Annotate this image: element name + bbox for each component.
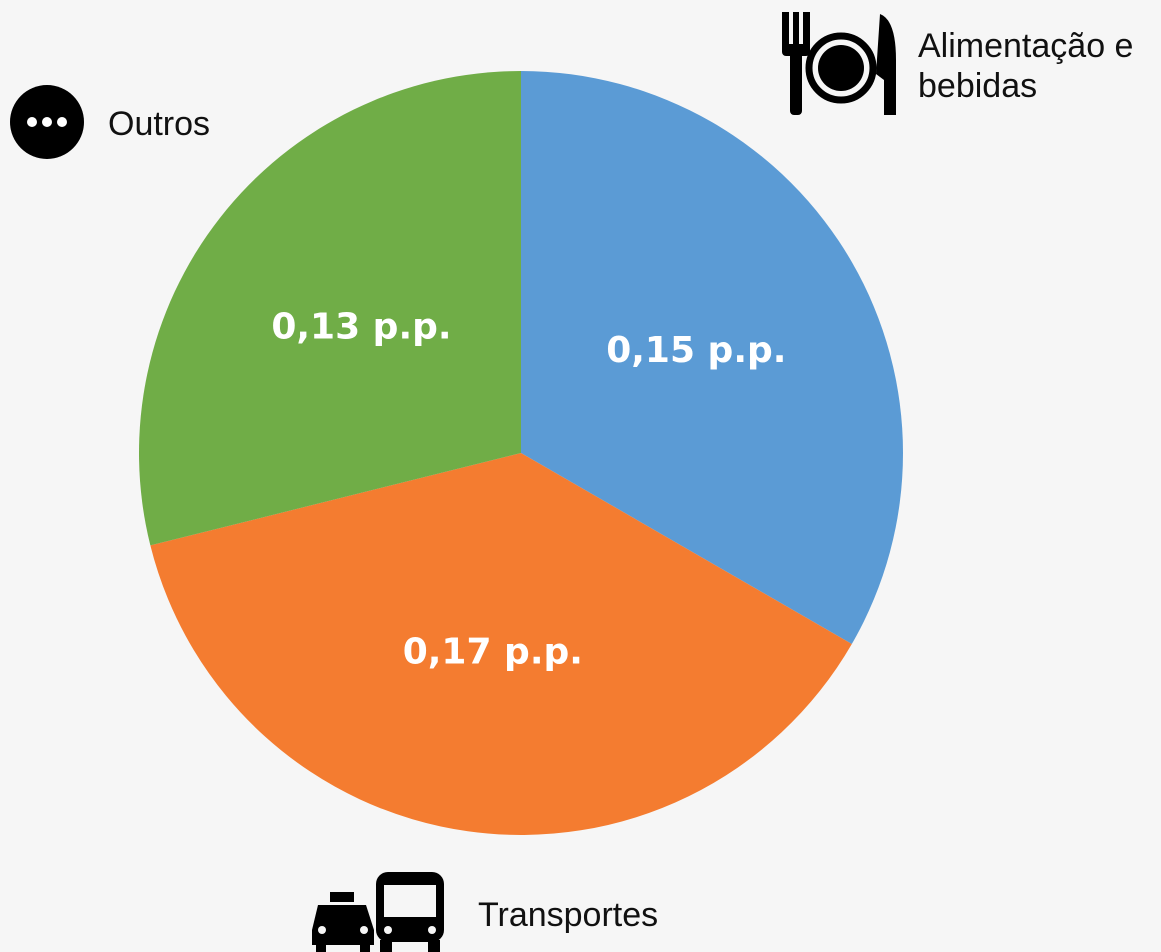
value-label: 0,17 p.p. — [403, 631, 583, 672]
slices: 0,15 p.p. 0,17 p.p. 0,13 p.p. — [138, 71, 903, 836]
transport-icon — [312, 872, 444, 952]
category-label: Transportes — [478, 896, 659, 934]
value-label: 0,13 p.p. — [271, 306, 451, 347]
other-icon — [10, 85, 84, 159]
slice — [150, 453, 852, 836]
category-label: Outros — [108, 105, 211, 143]
category-label: Alimentação e bebidas — [918, 27, 1134, 105]
slice — [521, 71, 903, 644]
slice — [138, 71, 521, 546]
food-icon — [782, 12, 896, 115]
value-label: 0,15 p.p. — [606, 330, 786, 371]
